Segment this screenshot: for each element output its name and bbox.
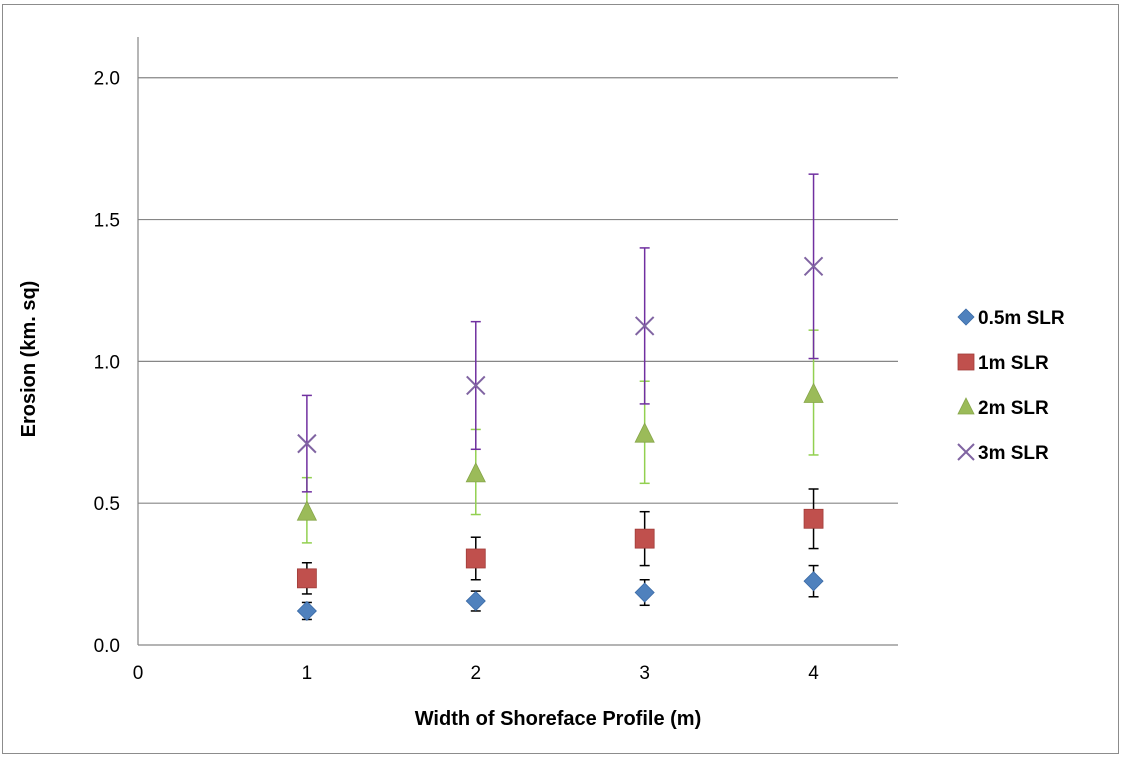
marker-s0-p2	[634, 582, 655, 603]
marker-s1-p0	[296, 568, 317, 589]
x-axis-title: Width of Shoreface Profile (m)	[415, 708, 702, 730]
legend-marker-1	[957, 353, 975, 371]
error-bars	[301, 173, 819, 621]
y-tick-label-1: 0.5	[94, 494, 120, 515]
marker-s1-p3	[803, 508, 824, 529]
legend-marker-2	[957, 397, 975, 415]
legend-item-1: 1m SLR	[957, 353, 1049, 374]
y-tick-label-0: 0.0	[94, 636, 120, 657]
y-axis-title: Erosion (km. sq)	[18, 281, 40, 438]
legend-marker-0	[957, 308, 975, 326]
x-tick-label-4: 4	[808, 663, 819, 684]
marker-s2-p3	[803, 382, 824, 403]
y-tick-label-4: 2.0	[94, 69, 120, 90]
marker-s0-p0	[296, 600, 317, 622]
legend-item-0: 0.5m SLR	[957, 308, 1065, 329]
y-tick-label-2: 1.0	[94, 352, 120, 373]
legend-label-2: 2m SLR	[978, 398, 1049, 419]
marker-s2-p2	[634, 422, 655, 443]
y-tick-labels: 0.0 0.5 1.0 1.5 2.0	[94, 69, 120, 657]
marker-s0-p1	[465, 590, 486, 612]
chart-frame: 0.0 0.5 1.0 1.5 2.0 0 1 2 3 4 Width of Shoreface…	[2, 4, 1119, 754]
marker-s3-p0-stroke-b	[297, 433, 317, 454]
marker-s1-p1	[465, 548, 486, 569]
axes-layer	[137, 37, 898, 646]
marker-s3-p2	[634, 316, 655, 336]
legend-label-0: 0.5m SLR	[978, 308, 1065, 329]
legend-label-3: 3m SLR	[978, 443, 1049, 464]
legend-marker-3	[957, 443, 975, 461]
marker-s2-p1	[465, 462, 486, 483]
chart-svg: 0.0 0.5 1.0 1.5 2.0 0 1 2 3 4 Width of Shoreface…	[18, 37, 1065, 730]
marker-s0-p3	[803, 571, 824, 592]
marker-s2-p0	[296, 500, 318, 521]
legend: 0.5m SLR 1m SLR 2m SLR 3m SLR	[957, 308, 1065, 464]
x-tick-label-2: 2	[470, 663, 481, 684]
legend-item-3: 3m SLR	[957, 443, 1049, 464]
marker-s3-p0	[297, 433, 317, 454]
marker-s3-p2-stroke-b	[634, 316, 655, 336]
marker-s3-p1-stroke-b	[466, 375, 486, 396]
marker-s3-p3-stroke-b	[803, 256, 824, 277]
marker-s1-p2	[634, 528, 655, 549]
grid-layer	[138, 77, 898, 504]
x-tick-label-1: 1	[302, 663, 313, 684]
y-tick-label-3: 1.5	[94, 211, 120, 232]
x-tick-label-0: 0	[133, 663, 144, 684]
legend-label-1: 1m SLR	[978, 353, 1049, 374]
data-markers	[296, 256, 824, 622]
legend-marker-3-stroke-b	[957, 443, 975, 461]
marker-s3-p3	[803, 256, 824, 277]
x-tick-labels: 0 1 2 3 4	[133, 663, 820, 684]
marker-s3-p1	[466, 375, 486, 396]
legend-item-2: 2m SLR	[957, 397, 1049, 419]
x-tick-label-3: 3	[639, 663, 650, 684]
